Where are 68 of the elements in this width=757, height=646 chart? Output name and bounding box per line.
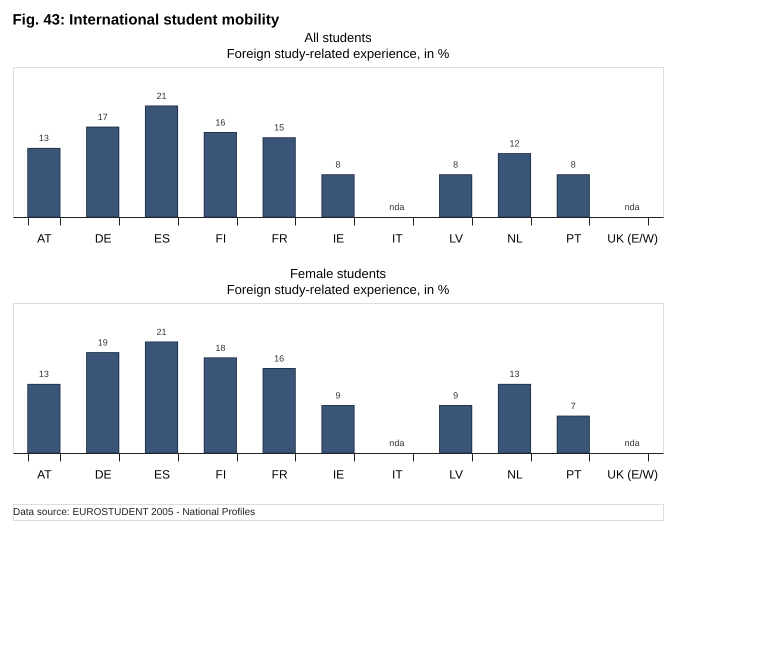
x-tick-label: FR xyxy=(272,232,288,246)
data-label: 21 xyxy=(156,90,167,101)
data-label: 19 xyxy=(98,337,108,348)
x-tick-label: DE xyxy=(94,468,112,482)
text: nda xyxy=(389,438,404,448)
bar xyxy=(498,384,532,454)
text: nda xyxy=(624,438,640,448)
x-tick-label: UK (E/W) xyxy=(607,232,658,246)
data-label: 12 xyxy=(509,138,520,149)
x-tick-label: DE xyxy=(94,232,112,246)
data-label: 8 xyxy=(335,160,341,170)
bar xyxy=(262,137,296,218)
data-label: 21 xyxy=(156,326,167,337)
x-tick-label: ES xyxy=(154,232,170,246)
chart-title: All students xyxy=(304,30,372,45)
x-tick-label: LV xyxy=(449,468,464,482)
x-tick-label: AT xyxy=(37,232,52,246)
x-tick-label: NL xyxy=(507,468,523,482)
data-label: 17 xyxy=(98,112,108,122)
x-tick-label: IE xyxy=(332,468,344,482)
data-label: 8 xyxy=(570,160,576,170)
data-label: 16 xyxy=(274,353,284,364)
x-tick-label: PT xyxy=(566,232,582,246)
data-label: 8 xyxy=(453,160,458,170)
text: nda xyxy=(624,202,640,212)
x-tick-label: FI xyxy=(216,468,226,482)
x-tick-label: NL xyxy=(507,232,523,246)
bar xyxy=(204,357,237,454)
bar xyxy=(27,384,60,454)
bar xyxy=(262,368,296,454)
source-note: Data source: EUROSTUDENT 2005 - National Profiles xyxy=(13,507,256,518)
data-label: 9 xyxy=(335,390,341,400)
x-tick-label: LV xyxy=(449,232,464,246)
x-tick-label: IT xyxy=(392,232,404,246)
data-label: 13 xyxy=(38,133,49,144)
chart-subtitle: Foreign study-related experience, in % xyxy=(226,46,450,61)
bar xyxy=(556,416,590,454)
x-tick-label: FI xyxy=(216,232,226,246)
bar xyxy=(27,148,60,218)
x-tick-label: AT xyxy=(37,468,52,482)
x-tick-label: PT xyxy=(566,468,582,482)
bar xyxy=(498,153,532,218)
x-tick-label: IE xyxy=(332,232,344,246)
bar xyxy=(144,341,178,454)
chart-title: Female students xyxy=(290,266,387,281)
bar xyxy=(321,404,355,454)
x-tick-label: FR xyxy=(272,468,288,482)
bar xyxy=(439,404,472,454)
bar xyxy=(556,174,590,218)
data-label: 13 xyxy=(38,369,49,380)
data-label: 7 xyxy=(570,400,576,411)
bar xyxy=(439,174,472,218)
x-tick-label: UK (E/W) xyxy=(607,468,658,482)
chart-subtitle: Foreign study-related experience, in % xyxy=(226,282,450,297)
x-tick-label: IT xyxy=(392,468,404,482)
data-label: 16 xyxy=(215,117,226,128)
bar xyxy=(144,105,178,218)
text: nda xyxy=(389,202,404,212)
caption: Fig. 43: International student mobility xyxy=(12,12,280,28)
data-label: 18 xyxy=(215,342,226,353)
bar xyxy=(86,126,120,218)
bar xyxy=(86,352,120,454)
bar xyxy=(321,174,355,218)
data-label: 13 xyxy=(509,369,520,380)
x-tick-label: ES xyxy=(154,468,170,482)
bar xyxy=(204,132,237,218)
data-label: 15 xyxy=(274,122,284,133)
data-label: 9 xyxy=(453,390,458,400)
